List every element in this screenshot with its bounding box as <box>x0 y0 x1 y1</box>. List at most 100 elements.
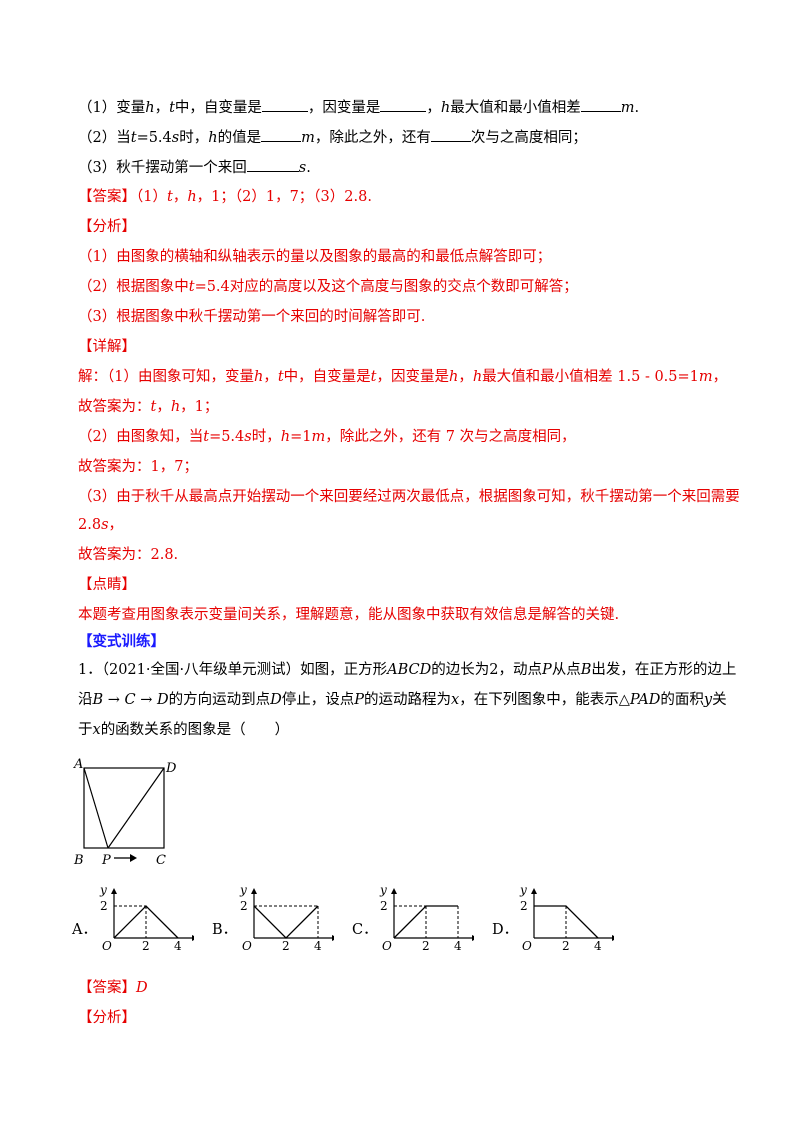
text: 最大值和最小值相差 1.5 - 0.5=1 <box>482 369 699 385</box>
option-graph: yxO224 <box>239 884 334 953</box>
option-letter: A． <box>72 922 97 938</box>
problem-line-2: 沿B → C → D的方向运动到点D停止，设点P的运动路程为x，在下列图象中，能… <box>78 690 727 710</box>
text: ，1； <box>180 399 219 415</box>
text: 沿 <box>78 692 93 708</box>
var-t: t <box>166 189 173 205</box>
text: ， <box>712 369 728 385</box>
var-t: t <box>188 279 195 295</box>
var-path: B → C → D <box>92 692 169 708</box>
detail-line-7: 故答案为：2.8. <box>78 547 179 563</box>
text: =5.4 <box>136 130 172 146</box>
y-axis-label: y <box>99 884 107 897</box>
detail-line-3: （2）由图象知，当t=5.4s时，h=1m，除此之外，还有 7 次与之高度相同， <box>78 427 576 447</box>
x-axis-arrow-icon <box>192 935 194 941</box>
text: ，因变量是 <box>376 369 449 385</box>
detail-line-6: 2.8s， <box>78 515 123 535</box>
var-h: h <box>145 100 155 116</box>
text: 关 <box>712 692 727 708</box>
var-x: x <box>451 692 460 708</box>
problem-line-3: 于x的函数关系的图象是（ ） <box>78 720 289 740</box>
text: （1）变量 <box>78 100 146 116</box>
comment-label: 【点睛】 <box>78 577 136 593</box>
var-b: B <box>580 662 592 678</box>
text: ，因变量是 <box>307 100 381 116</box>
text: ， <box>154 100 170 116</box>
text: ， <box>263 369 278 385</box>
origin-label: O <box>242 939 252 953</box>
option-letter: B． <box>212 922 238 938</box>
text: 的运动路程为 <box>364 692 452 708</box>
var-h: h <box>208 130 218 146</box>
y-axis-label: y <box>239 884 247 897</box>
y-tick-label: 2 <box>520 899 528 913</box>
answer2-label: 【答案】 <box>78 980 136 996</box>
var-p: P <box>354 692 365 708</box>
var-triangle: △PAD <box>618 692 661 708</box>
question-line-3: （3）秋千摆动第一个来回 s. <box>78 157 311 178</box>
text: 故答案为： <box>78 399 151 415</box>
label-d: D <box>165 761 177 776</box>
text: =1 <box>290 429 312 445</box>
text: ，在下列图象中，能表示 <box>459 692 619 708</box>
var-h: h <box>448 369 459 385</box>
text: 出发，在正方形的边上 <box>591 662 737 678</box>
text: （2）由图象知，当 <box>78 429 204 445</box>
text: 次与之高度相同； <box>470 130 587 146</box>
text: 的函数关系的图象是（ ） <box>100 722 290 738</box>
x-tick-label: 4 <box>454 939 462 953</box>
analysis-line-2: （2）根据图象中t=5.4对应的高度以及这个高度与图象的交点个数即可解答； <box>78 277 578 297</box>
x-tick-label: 2 <box>562 939 570 953</box>
text: =5.4对应的高度以及这个高度与图象的交点个数即可解答； <box>194 279 578 295</box>
unit-m: m <box>311 429 326 445</box>
var-abcd: ABCD <box>387 662 432 678</box>
function-line <box>113 905 179 939</box>
text: 的面积 <box>660 692 704 708</box>
text: 的值是 <box>217 130 262 146</box>
detail-line-1: 解：（1）由图象可知，变量h，t中，自变量是t，因变量是h，h最大值和最小值相差… <box>78 367 727 387</box>
arrow-head-icon <box>130 854 137 862</box>
origin-label: O <box>102 939 112 953</box>
y-axis-label: y <box>379 884 387 897</box>
y-tick-label: 2 <box>100 899 108 913</box>
analysis2-label: 【分析】 <box>78 1010 136 1026</box>
y-tick-label: 2 <box>240 899 248 913</box>
origin-label: O <box>382 939 392 953</box>
text: 解：（1）由图象可知，变量 <box>78 369 254 385</box>
function-line <box>393 905 458 939</box>
var-h: h <box>472 369 483 385</box>
function-line <box>253 905 319 939</box>
answer2-value: D <box>136 980 148 996</box>
y-tick-label: 2 <box>380 899 388 913</box>
var-h: h <box>253 369 264 385</box>
blank-2 <box>380 97 427 112</box>
comment-text: 本题考查用图象表示变量间关系，理解题意，能从图象中获取有效信息是解答的关键. <box>78 607 620 623</box>
text: 1．（2021·全国·八年级单元测试）如图，正方形 <box>78 662 388 678</box>
question-line-1: （1）变量h，t中，自变量是 ，因变量是 ，h最大值和最小值相差 m. <box>78 97 639 118</box>
question-line-2: （2）当t=5.4s时，h的值是 m，除此之外，还有 次与之高度相同； <box>78 127 587 148</box>
unit-s: s <box>171 130 180 146</box>
y-axis-arrow-icon <box>111 888 117 894</box>
var-h: h <box>187 189 197 205</box>
text: （2）当 <box>78 130 131 146</box>
unit-m: m <box>301 130 315 146</box>
analysis-line-1: （1）由图象的横轴和纵轴表示的量以及图象的最高的和最低点解答即可； <box>78 249 552 265</box>
x-tick-label: 2 <box>422 939 430 953</box>
text: ， <box>426 100 441 116</box>
var-t: t <box>277 369 284 385</box>
label-b: B <box>73 853 84 868</box>
var-h: h <box>280 429 291 445</box>
unit-m: m <box>698 369 713 385</box>
var-h: h <box>440 100 451 116</box>
detail-label: 【详解】 <box>78 339 136 355</box>
y-axis-arrow-icon <box>531 888 537 894</box>
text: （3）秋千摆动第一个来回 <box>78 160 247 176</box>
analysis-label: 【分析】 <box>78 219 136 235</box>
problem-line-1: 1．（2021·全国·八年级单元测试）如图，正方形ABCD的边长为2，动点P从点… <box>78 660 736 680</box>
text: 2.8 <box>78 517 102 533</box>
analysis-line-3: （3）根据图象中秋千摆动第一个来回的时间解答即可. <box>78 309 426 325</box>
text: 的边长为2，动点 <box>431 662 542 678</box>
square-figure: A D B P C <box>73 757 177 868</box>
answer2-line: 【答案】D <box>78 978 148 998</box>
unit-s: s <box>101 517 109 533</box>
blank-6 <box>246 157 299 172</box>
